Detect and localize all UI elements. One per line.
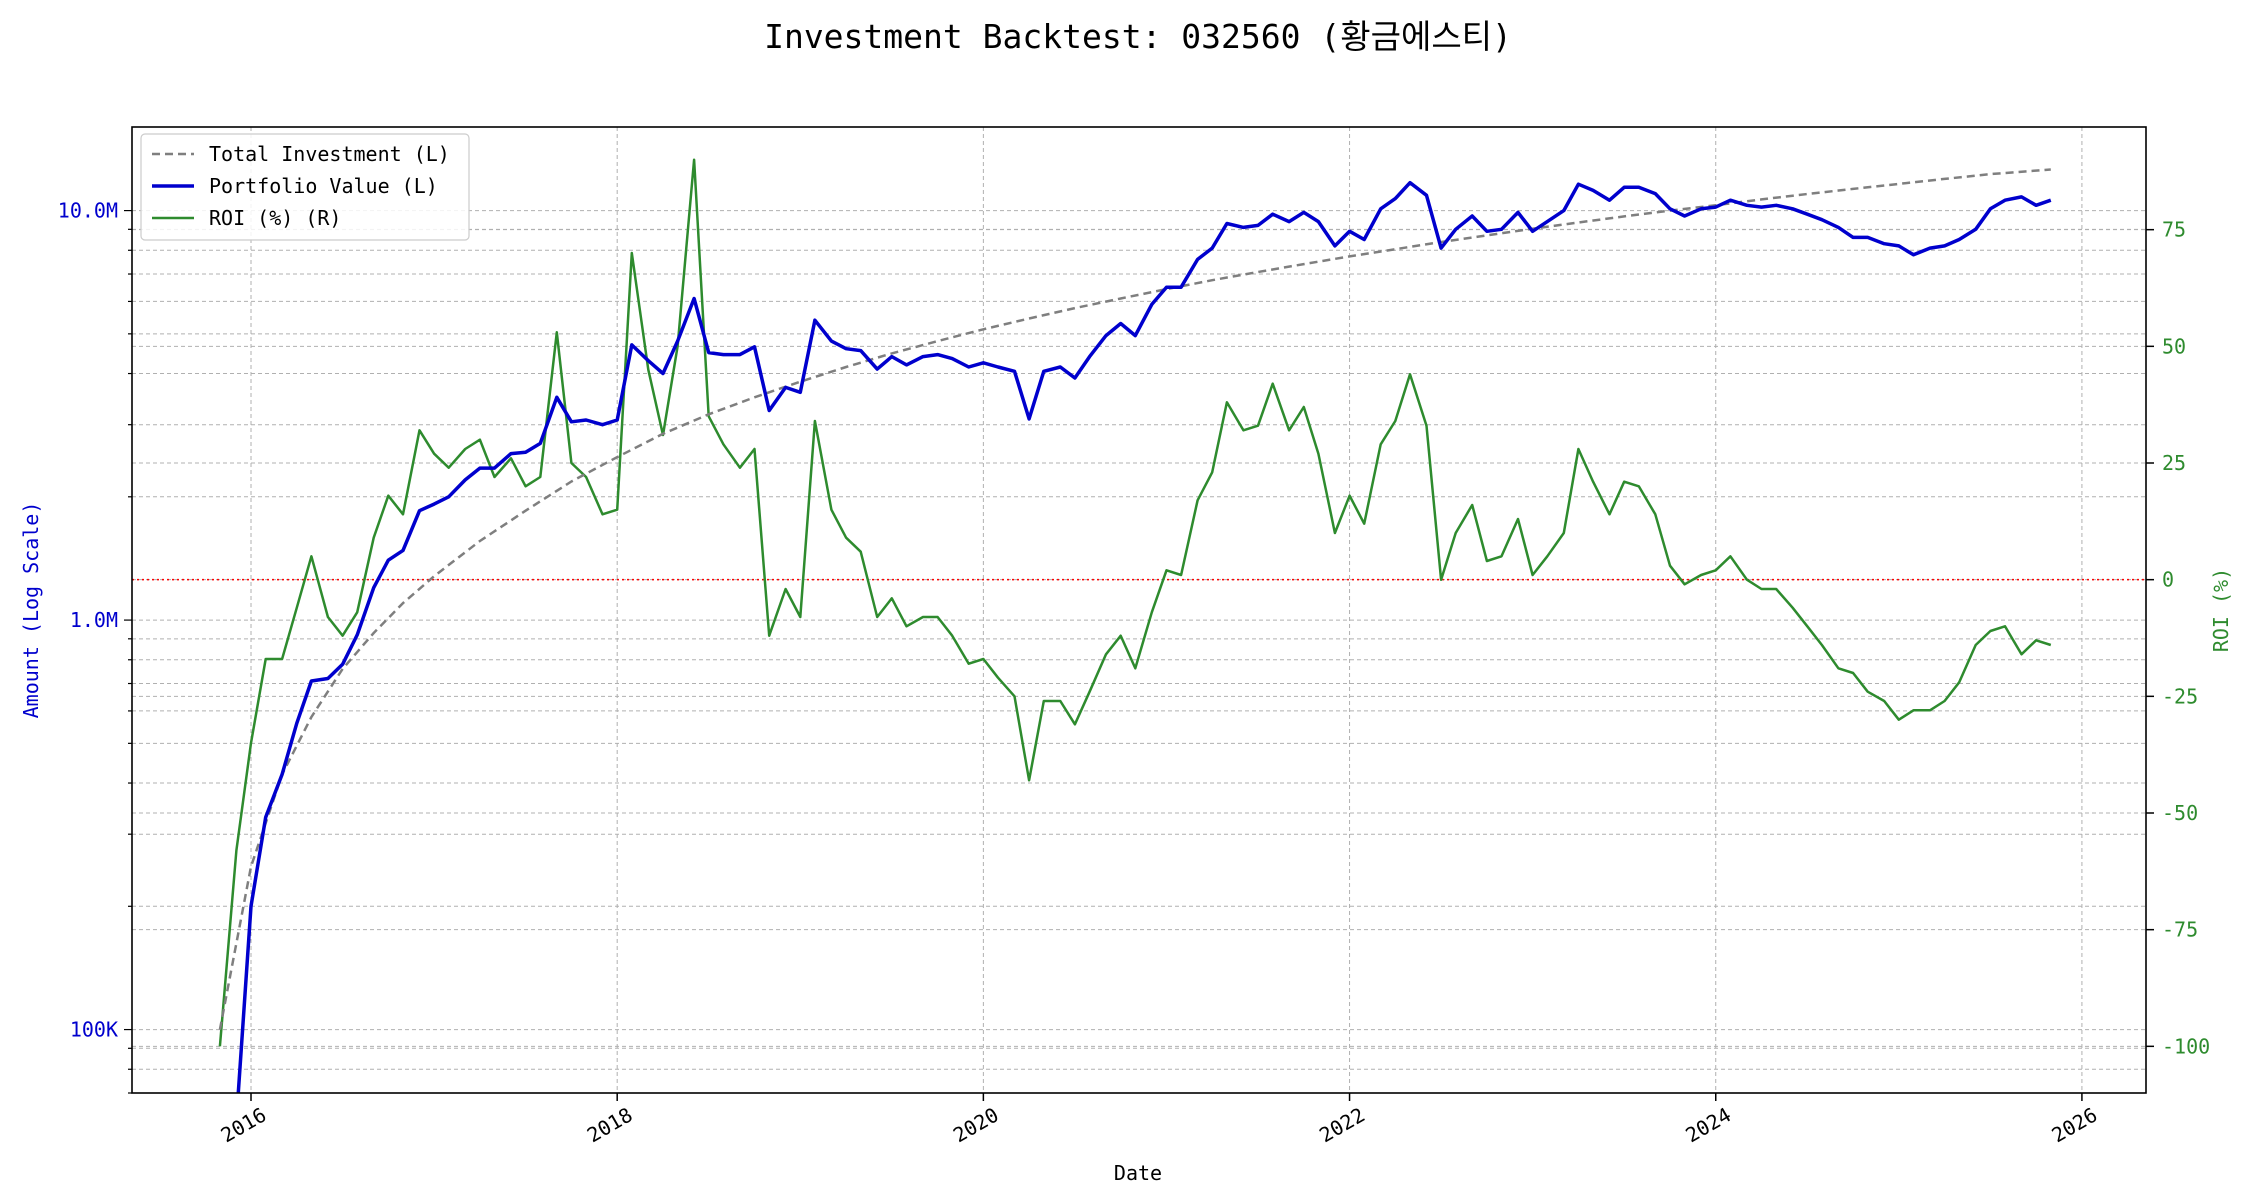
- y-left-tick-label: 10.0M: [58, 199, 118, 223]
- line-total-investment: [218, 168, 2051, 1030]
- line-roi: [218, 158, 2052, 1047]
- legend: Total Investment (L) Portfolio Value (L)…: [140, 133, 470, 241]
- legend-label-portfolio-value: Portfolio Value (L): [209, 174, 438, 198]
- y-right-tick-label: -75: [2162, 918, 2198, 942]
- legend-box: [140, 133, 470, 241]
- x-tick-label: 2020: [949, 1103, 1003, 1148]
- y-axis-right-label: ROI (%): [2209, 568, 2233, 652]
- x-tick-label: 2026: [2048, 1103, 2102, 1148]
- line-portfolio-value: [236, 180, 2052, 1093]
- x-tick-label: 2024: [1681, 1103, 1735, 1148]
- y-left-tick-label: 1.0M: [70, 608, 118, 632]
- x-tick-label: 2022: [1315, 1103, 1369, 1148]
- y-right-tick-label: -25: [2162, 684, 2198, 708]
- y-right-tick-label: 75: [2162, 218, 2186, 242]
- y-right-tick-label: 25: [2162, 451, 2186, 475]
- x-tick-label: 2016: [217, 1103, 271, 1148]
- legend-label-total-investment: Total Investment (L): [209, 142, 450, 166]
- y-axis-left-label: Amount (Log Scale): [19, 502, 43, 719]
- axis-ticks: 2016 2018 2020 2022 2024 2026 100K 1.0M 10.0M -10…: [58, 199, 2210, 1148]
- grid: [132, 127, 2146, 1094]
- y-right-tick-label: 0: [2162, 568, 2174, 592]
- y-left-tick-label: 100K: [70, 1018, 118, 1042]
- plot-frame: [131, 126, 2147, 1094]
- y-right-tick-label: -100: [2162, 1034, 2210, 1058]
- chart-title: Investment Backtest: 032560 (황금에스티): [764, 17, 1512, 56]
- x-tick-label: 2018: [583, 1103, 637, 1148]
- series-layer: [218, 158, 2052, 1093]
- legend-label-roi: ROI (%) (R): [209, 206, 341, 230]
- x-axis-label: Date: [1114, 1161, 1162, 1185]
- y-right-tick-label: -50: [2162, 801, 2198, 825]
- y-right-tick-label: 50: [2162, 334, 2186, 358]
